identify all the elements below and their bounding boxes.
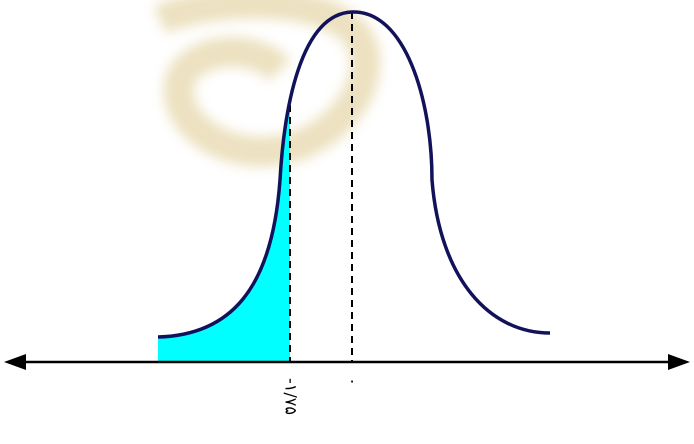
mean-label: ۰ [348,371,357,390]
axis-arrow-right [668,354,690,370]
axis-arrow-left [4,354,26,370]
watermark [153,0,381,167]
normal-curve [157,10,551,339]
shaded-tail [158,105,290,362]
cutoff-label: -۱/۷۵ [282,378,301,415]
